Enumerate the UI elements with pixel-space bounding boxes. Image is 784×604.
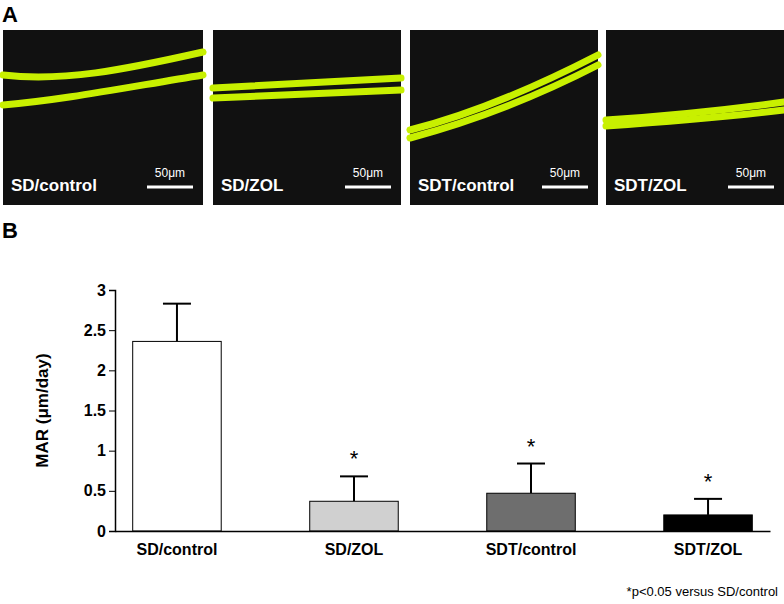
y-tick-label: 3 — [97, 282, 106, 299]
scale-bar-label: 50μm — [155, 166, 185, 180]
y-tick-label: 2.5 — [84, 322, 106, 339]
x-tick: SD/control — [137, 531, 218, 558]
scale-bar-box — [536, 163, 594, 195]
y-tick-label: 1.5 — [84, 402, 106, 419]
fluorescent-label — [410, 55, 598, 130]
fluorescent-label — [606, 110, 784, 126]
micrograph-background — [410, 30, 598, 205]
x-tick-label: SDT/control — [486, 541, 577, 558]
scale-bar — [345, 186, 391, 189]
micrograph-background — [606, 30, 784, 205]
fluorescent-label — [213, 78, 401, 88]
bar — [310, 501, 399, 531]
y-axis: 0 0.5 1 1.5 2 2.5 3 — [84, 282, 116, 540]
fluorescent-label — [410, 65, 598, 138]
error-cap — [340, 475, 368, 477]
image-label: SD/ZOL — [221, 176, 283, 195]
panel-label: A — [2, 2, 18, 27]
x-tick: SDT/control — [486, 531, 577, 558]
y-axis-title: MAR (μm/day) — [33, 353, 52, 467]
significance-mark: * — [704, 469, 713, 494]
plot-area — [133, 304, 753, 531]
fluorescent-label — [213, 90, 401, 98]
y-tick: 2 — [97, 362, 115, 379]
bar — [664, 515, 753, 531]
x-tick: SDT/ZOL — [674, 531, 743, 558]
y-axis-line — [109, 291, 116, 532]
error-bar — [530, 464, 532, 494]
y-tick-label: 0 — [97, 523, 106, 540]
error-cap — [163, 303, 191, 305]
y-tick: 2.5 — [84, 322, 115, 339]
scale-bar-label: 50μm — [550, 166, 580, 180]
image-label: SDT/ZOL — [614, 176, 687, 195]
x-axis-line — [116, 531, 771, 533]
micrograph-background — [213, 30, 401, 205]
micrograph: SD/ZOL 50μm — [213, 30, 401, 205]
scale-bar — [542, 186, 588, 189]
significance-mark: * — [350, 446, 359, 471]
panel-label: B — [2, 218, 18, 243]
image-label: SDT/control — [418, 176, 514, 195]
error-cap — [517, 463, 545, 465]
image-label: SD/control — [11, 176, 97, 195]
fluorescent-label — [3, 75, 203, 105]
error-cap — [694, 498, 722, 500]
scale-bar-box — [141, 163, 199, 195]
scale-bar-box — [722, 163, 780, 195]
x-tick: SD/ZOL — [325, 531, 384, 558]
y-tick-label: 2 — [97, 362, 106, 379]
error-bar — [353, 476, 355, 501]
footnote: *p<0.05 versus SD/control — [627, 584, 778, 599]
error-bar — [176, 304, 178, 342]
y-tick: 3 — [97, 282, 115, 299]
scale-bar — [147, 186, 193, 189]
error-bar — [707, 499, 709, 515]
micrograph: SD/control 50μm — [3, 30, 203, 205]
y-tick-mark — [109, 370, 115, 371]
bar — [133, 341, 222, 531]
x-tick-label: SD/ZOL — [325, 541, 384, 558]
y-tick: 1 — [97, 442, 115, 459]
micrograph: SDT/ZOL 50μm — [606, 30, 784, 205]
y-tick-label: 1 — [97, 442, 106, 459]
bar — [487, 493, 576, 531]
significance-mark: * — [527, 434, 536, 459]
y-tick: 0 — [97, 523, 115, 540]
y-tick-mark — [109, 451, 115, 452]
x-tick-label: SDT/ZOL — [674, 541, 743, 558]
y-tick-mark — [109, 330, 115, 331]
y-tick-mark — [109, 290, 115, 291]
y-tick: 1.5 — [84, 402, 115, 419]
fluorescent-label — [3, 52, 203, 77]
y-tick-mark — [109, 411, 115, 412]
x-tick-label: SD/control — [137, 541, 218, 558]
y-tick-mark — [109, 491, 115, 492]
y-tick-label: 0.5 — [84, 482, 106, 499]
y-tick: 0.5 — [84, 482, 115, 499]
scale-bar-box — [339, 163, 397, 195]
micrograph-background — [3, 30, 203, 205]
scale-bar — [728, 186, 774, 189]
y-tick-mark — [109, 531, 115, 532]
x-axis: SD/control SD/ZOL SDT/control SDT/ZOL — [116, 531, 771, 558]
scale-bar-label: 50μm — [353, 166, 383, 180]
scale-bar-label: 50μm — [736, 166, 766, 180]
micrograph: SDT/control 50μm — [410, 30, 598, 205]
